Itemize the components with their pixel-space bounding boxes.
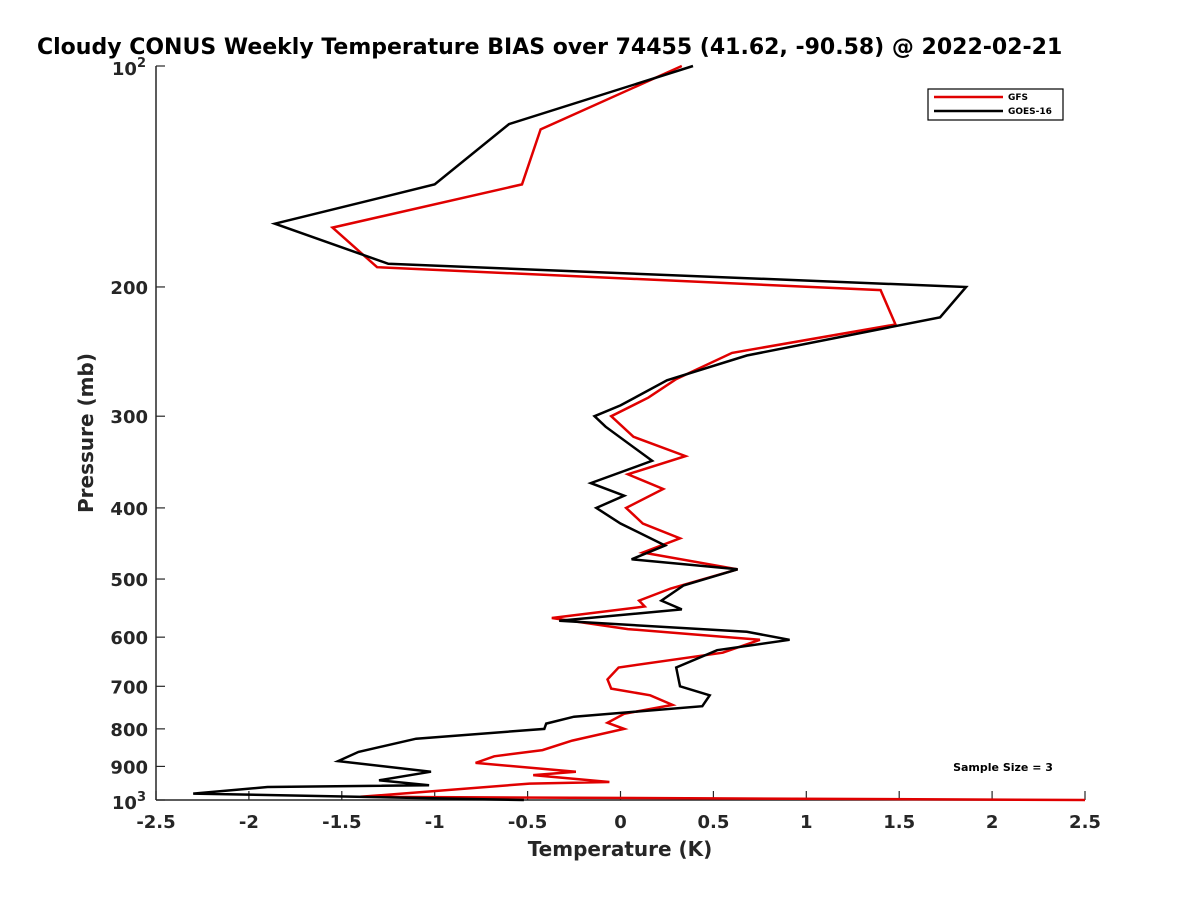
legend-label: GFS — [1008, 93, 1028, 103]
x-tick-label: -1.5 — [322, 812, 361, 833]
x-tick-label: 2 — [986, 812, 999, 833]
y-tick-label: 500 — [110, 570, 148, 591]
y-tick-label: 300 — [110, 407, 148, 428]
y-tick-label: 400 — [110, 499, 148, 520]
x-tick-label: -2.5 — [136, 812, 175, 833]
x-tick-label: -2 — [239, 812, 259, 833]
y-axis-label: Pressure (mb) — [74, 353, 98, 513]
x-tick-label: -0.5 — [508, 812, 547, 833]
x-tick-label: 2.5 — [1069, 812, 1101, 833]
series-line-goes-16 — [193, 64, 969, 802]
series-layer — [193, 64, 1086, 802]
y-tick-label: 102 — [112, 56, 146, 80]
legend-label: GOES-16 — [1008, 107, 1052, 117]
x-tick-label: 0.5 — [697, 812, 729, 833]
legend: GFS GOES-16 — [927, 88, 1064, 121]
y-tick-label: 103 — [112, 790, 146, 814]
y-tick-label: 900 — [110, 757, 148, 778]
y-axis: 102 200 300 400 500 600 700 800 900 103 — [110, 56, 165, 814]
x-tick-label: -1 — [425, 812, 445, 833]
x-tick-label: 0 — [614, 812, 627, 833]
x-tick-label: 1 — [800, 812, 813, 833]
legend-box — [927, 88, 1064, 121]
series-line-gfs — [329, 64, 1086, 802]
sample-size-note: Sample Size = 3 — [953, 761, 1053, 774]
x-tick-label: 1.5 — [883, 812, 915, 833]
chart-title: Cloudy CONUS Weekly Temperature BIAS ove… — [37, 35, 1062, 60]
x-axis: -2.5 -2 -1.5 -1 -0.5 0 0.5 1 1.5 2 2.5 — [136, 791, 1101, 833]
y-tick-label: 600 — [110, 628, 148, 649]
y-tick-label: 200 — [110, 278, 148, 299]
y-tick-label: 700 — [110, 677, 148, 698]
y-tick-label: 800 — [110, 720, 148, 741]
x-axis-label: Temperature (K) — [528, 837, 713, 861]
